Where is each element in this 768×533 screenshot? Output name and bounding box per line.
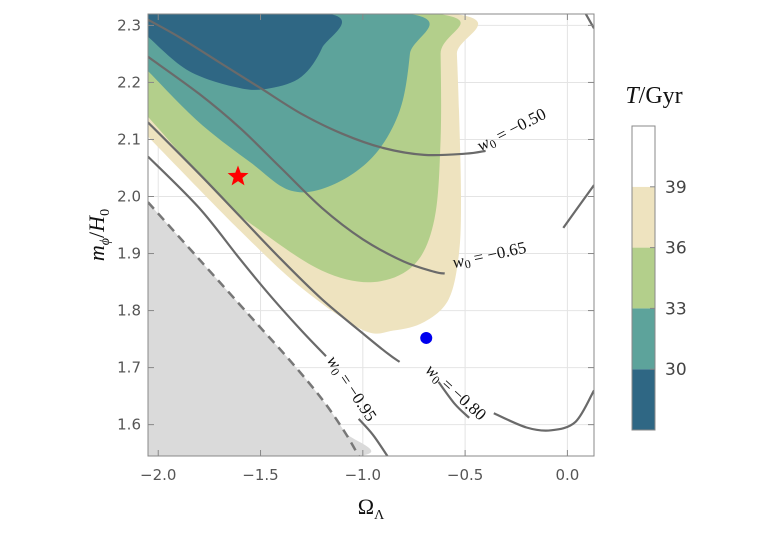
x-tick-label-0: −2.0 <box>140 466 176 484</box>
colorbar-tick-label-0: 30 <box>665 360 687 380</box>
y-axis-title: mϕ/H0 <box>84 209 113 261</box>
colorbar-frame <box>631 125 656 431</box>
boundary-dashed-line <box>148 201 360 456</box>
colorbar-tick-label-3: 39 <box>665 178 687 198</box>
y-tick-label-5: 2.1 <box>117 130 141 148</box>
colorbar-band-1 <box>632 308 655 370</box>
svg-text:mϕ/H0: mϕ/H0 <box>84 209 113 261</box>
x-tick-label-4: 0.0 <box>555 466 579 484</box>
contour-line-1 <box>148 55 445 275</box>
contour-line-0 <box>148 18 486 157</box>
axis-ticks: −2.0 −1.5 −1.0 −0.5 0.0 1.6 1.7 1.8 1.9 2.0 2.1 2.2… <box>117 14 594 484</box>
markers <box>227 165 433 344</box>
y-tick-label-4: 2.0 <box>117 188 141 206</box>
contour-line-3 <box>148 155 327 357</box>
y-tick-label-3: 1.9 <box>117 245 141 263</box>
plot-frame <box>147 13 595 457</box>
boundary-line <box>148 201 360 456</box>
region-3 <box>148 14 342 90</box>
y-tick-label-7: 2.3 <box>117 16 141 34</box>
dot-marker <box>420 331 433 344</box>
contour-line-2 <box>148 121 401 363</box>
y-tick-label-6: 2.2 <box>117 73 141 91</box>
x-tick-label-1: −1.5 <box>242 466 278 484</box>
y-tick-label-2: 1.8 <box>117 302 141 320</box>
colorbar-band-2 <box>632 247 655 309</box>
colorbar-band-0 <box>632 369 655 430</box>
temperature-regions <box>148 14 479 456</box>
star-marker <box>227 165 249 186</box>
colorbar-ticks: 30 33 36 39 <box>650 178 687 380</box>
contour-tail-3 <box>562 184 594 229</box>
x-axis-title: ΩΛ <box>358 494 385 523</box>
colorbar-tick-label-2: 36 <box>665 239 687 259</box>
w0-contours <box>148 14 594 456</box>
x-tick-label-2: −1.0 <box>345 466 381 484</box>
colorbar <box>631 125 656 431</box>
region-4 <box>148 202 372 456</box>
contour-tail-2 <box>493 389 594 432</box>
colorbar-title: T/Gyr <box>625 83 682 109</box>
y-tick-label-0: 1.6 <box>117 416 141 434</box>
contour-tail-1 <box>437 381 470 419</box>
colorbar-band-4 <box>632 126 655 187</box>
y-tick-label-1: 1.7 <box>117 359 141 377</box>
colorbar-band-3 <box>632 186 655 248</box>
x-tick-label-3: −0.5 <box>447 466 483 484</box>
colorbar-tick-label-1: 33 <box>665 299 687 319</box>
contour-tail-0 <box>357 418 389 456</box>
